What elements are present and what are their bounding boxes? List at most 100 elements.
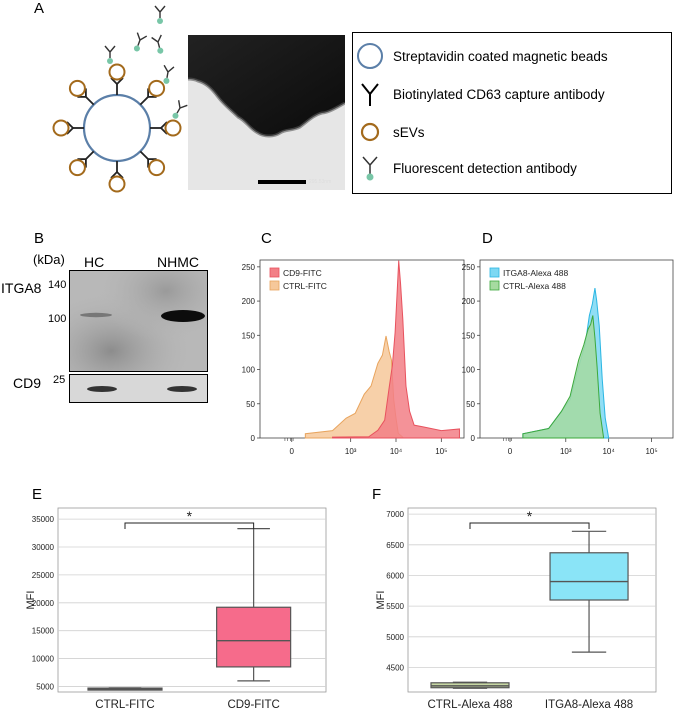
y-tick-label: 7000 (386, 510, 404, 519)
legend-swatch (269, 267, 280, 278)
blot-cd9 (69, 374, 208, 403)
capture-antibody-stem (85, 96, 95, 106)
row-label-itga8: ITGA8 (1, 280, 42, 296)
y-tick-label: 150 (242, 331, 256, 340)
capture-antibody-arm (116, 77, 124, 85)
legend-label: ITGA8-Alexa 488 (503, 268, 568, 278)
legend-item-detection-antibody: Fluorescent detection antibody (353, 153, 577, 183)
category-label: CTRL-FITC (95, 699, 154, 711)
legend-label-capture-antibody: Biotinylated CD63 capture antibody (393, 86, 605, 102)
sev-icon (148, 79, 166, 97)
marker-100: 100 (48, 313, 67, 325)
legend-swatch (489, 280, 500, 291)
sev-icon (108, 63, 126, 81)
histogram-series (332, 260, 460, 439)
y-tick-label: 35000 (32, 515, 55, 524)
wb-unit-label: (kDa) (33, 252, 65, 267)
legend-label-beads: Streptavidin coated magnetic beads (393, 48, 608, 64)
y-axis-label: MFI (375, 591, 387, 610)
sev-icon (52, 119, 70, 137)
legend-swatch (489, 267, 500, 278)
y-tick-label: 30000 (32, 543, 55, 552)
sev-icon (360, 122, 380, 142)
capture-antibody-stem (139, 150, 149, 160)
row-label-cd9: CD9 (13, 375, 42, 391)
y-tick-label: 200 (462, 297, 476, 306)
band-hc-cd9 (87, 386, 117, 392)
box-iqr (216, 606, 292, 668)
panel-label-c: C (261, 230, 272, 247)
scale-bar (258, 180, 306, 184)
panel-label-f: F (372, 486, 382, 503)
panel-label-d: D (482, 230, 493, 247)
legend-item-sevs: sEVs (353, 117, 425, 147)
detection-antibody-icon (133, 32, 148, 52)
y-tick-label: 25000 (32, 571, 55, 580)
sev-icon (108, 175, 126, 193)
y-tick-label: 6000 (386, 571, 404, 580)
capture-antibody-arm (110, 171, 118, 179)
significance-star: * (187, 508, 193, 524)
x-tick-label: 10⁵ (645, 447, 657, 456)
bead-icon (357, 43, 383, 69)
y-tick-label: 0 (251, 434, 256, 443)
legend-item-beads: Streptavidin coated magnetic beads (353, 41, 608, 71)
sev-particles (52, 63, 182, 193)
box-iqr (549, 552, 629, 601)
detection-antibody-icon (172, 100, 188, 119)
sev-icon (68, 159, 86, 177)
y-tick-label: 150 (462, 331, 476, 340)
free-detection-antibodies (104, 5, 188, 119)
y-tick-label: 0 (471, 434, 476, 443)
marker-25: 25 (53, 374, 66, 386)
y-tick-label: 200 (242, 297, 256, 306)
panel-label-b: B (34, 230, 45, 247)
legend-item-capture-antibody: Biotinylated CD63 capture antibody (353, 79, 605, 109)
y-tick-label: 6500 (386, 541, 404, 550)
capture-antibody-arm (66, 121, 74, 129)
histogram-c: 0 50 100 150 200 250 0 10³ 10⁴ 10⁵ CD9-FITC CTRL-FI… (242, 259, 465, 456)
y-tick-label: 5500 (386, 602, 404, 611)
marker-140: 140 (48, 279, 67, 291)
y-tick-label: 15000 (32, 627, 55, 636)
category-label: ITGA8-Alexa 488 (545, 699, 633, 711)
capture-antibody-stem (139, 96, 149, 106)
band-hc-itga8 (80, 312, 112, 318)
category-label: CTRL-Alexa 488 (427, 699, 512, 711)
sev-icon (68, 79, 86, 97)
box-ctrl-alexa-488 (430, 681, 510, 689)
legend-box: Streptavidin coated magnetic beads Bioti… (352, 32, 672, 194)
y-tick-label: 50 (246, 400, 255, 409)
x-tick-label: 0 (290, 447, 295, 456)
boxplot-e: 5000 10000 15000 20000 25000 30000 35000 MFI CTR… (25, 507, 327, 711)
y-tick-label: 250 (242, 263, 256, 272)
significance-star: * (527, 508, 533, 524)
lane-label-hc: HC (84, 254, 105, 270)
y-tick-label: 5000 (386, 633, 404, 642)
detection-antibody-icon (151, 34, 164, 54)
x-tick-label: 10³ (345, 447, 357, 456)
detection-antibody-icon (154, 5, 166, 24)
magnetic-bead-icon (82, 93, 152, 163)
detection-antibody-icon (366, 173, 374, 181)
legend-label-detection-antibody: Fluorescent detection antibody (393, 160, 577, 176)
panel-label-e: E (32, 486, 43, 503)
y-tick-label: 50 (466, 400, 475, 409)
significance-bracket (469, 522, 590, 529)
detection-antibody-icon (163, 64, 175, 84)
legend-label: CD9-FITC (283, 268, 322, 278)
y-axis-label: MFI (25, 591, 37, 610)
x-tick-label: 10³ (560, 447, 572, 456)
y-tick-label: 4500 (386, 663, 404, 672)
legend-label: CTRL-Alexa 488 (503, 281, 566, 291)
legend-label: CTRL-FITC (283, 281, 327, 291)
y-tick-label: 100 (242, 366, 256, 375)
legend-label-sevs: sEVs (393, 124, 425, 140)
box-itga8-alexa-488 (549, 530, 629, 653)
capture-antibody-arm (160, 121, 168, 129)
legend-swatch (269, 280, 280, 291)
capture-antibody-icon (361, 83, 379, 106)
y-tick-label: 10000 (32, 655, 55, 664)
x-tick-label: 0 (508, 447, 513, 456)
y-tick-label: 250 (462, 263, 476, 272)
